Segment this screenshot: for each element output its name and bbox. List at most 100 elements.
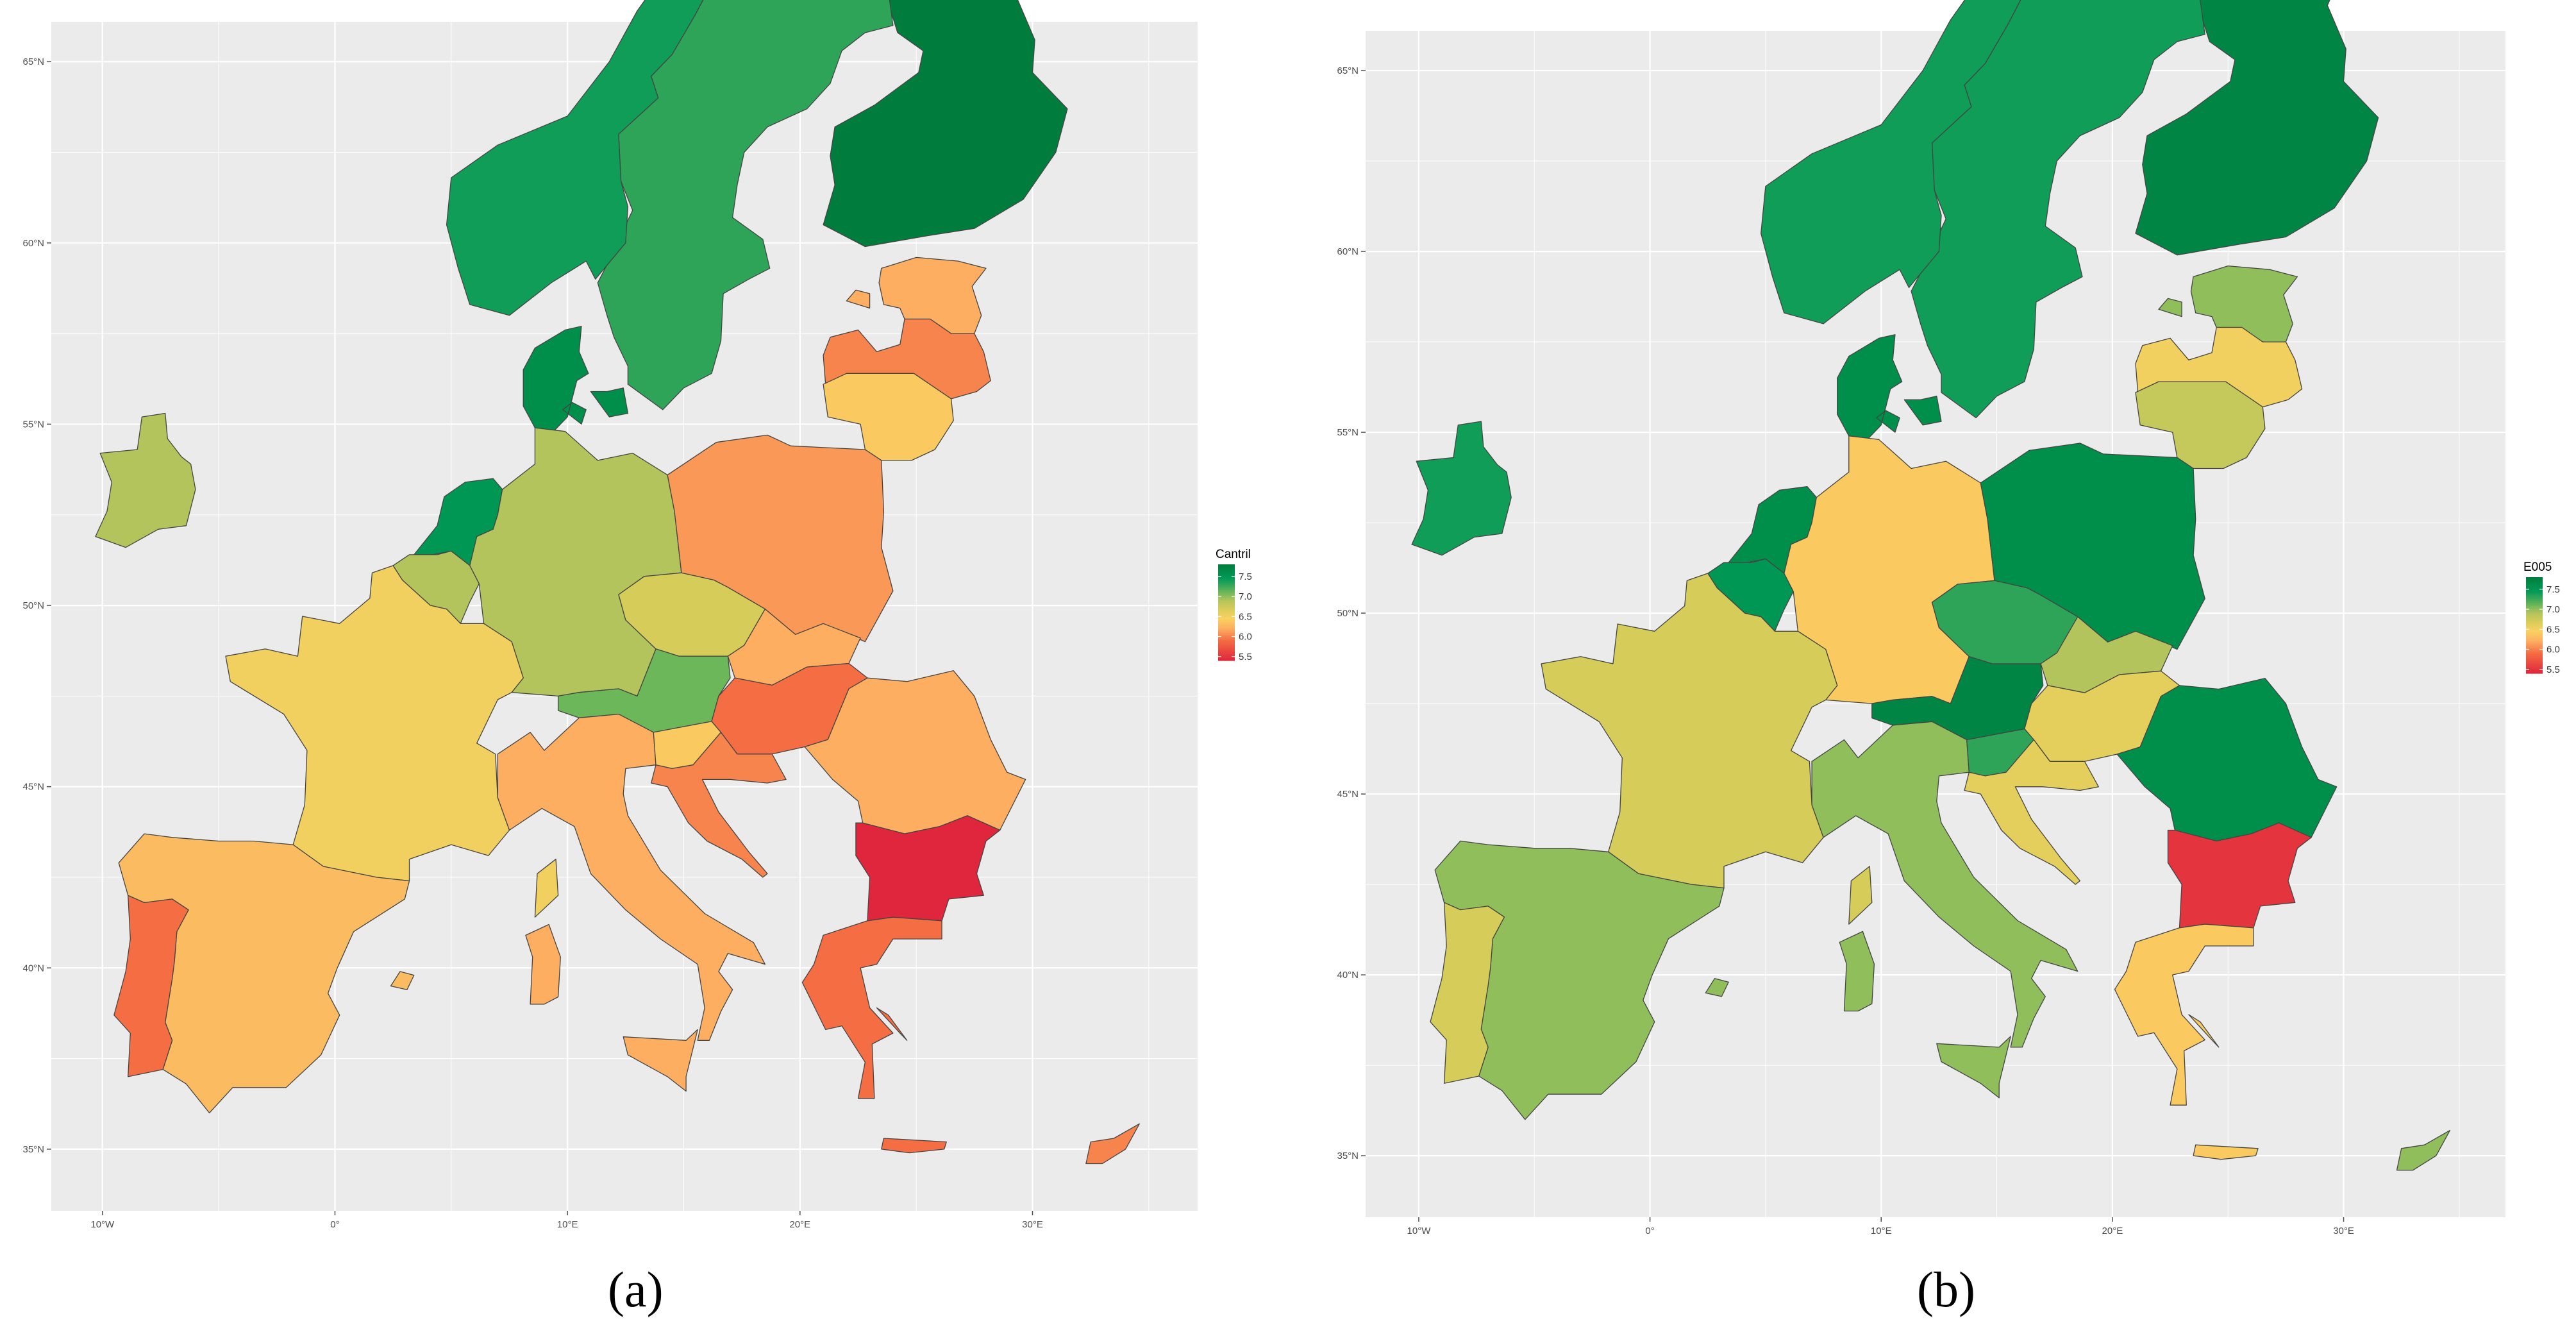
legend-gradient-step bbox=[1218, 622, 1235, 625]
legend-gradient-step bbox=[2526, 641, 2543, 644]
x-tick-label: 20°E bbox=[2102, 1226, 2123, 1236]
legend-gradient-step bbox=[2526, 667, 2543, 670]
country-greece bbox=[801, 916, 947, 1154]
legend-gradient-step bbox=[1218, 617, 1235, 620]
legend-tick-label: 6.5 bbox=[2547, 624, 2560, 635]
legend-gradient-step bbox=[2526, 670, 2543, 673]
legend-gradient-step bbox=[2526, 665, 2543, 668]
country-bulgaria bbox=[2167, 822, 2312, 929]
panel-label-a: (a) bbox=[608, 1261, 664, 1317]
legend-gradient-step bbox=[1218, 636, 1235, 639]
legend-gradient-step bbox=[2526, 627, 2543, 629]
legend-gradient-step bbox=[2526, 620, 2543, 623]
legend-gradient-step bbox=[2526, 639, 2543, 642]
legend-gradient-step bbox=[1218, 646, 1235, 648]
legend-gradient-step bbox=[2526, 593, 2543, 596]
y-tick-label: 65°N bbox=[1337, 65, 1359, 76]
y-tick-label: 45°N bbox=[22, 782, 44, 793]
legend-gradient-step bbox=[1218, 601, 1235, 603]
legend-gradient-step bbox=[2526, 652, 2543, 655]
legend-gradient-step bbox=[2526, 655, 2543, 658]
legend-gradient-step bbox=[2526, 645, 2543, 647]
legend-gradient-step bbox=[2526, 635, 2543, 637]
legend-gradient-step bbox=[1218, 620, 1235, 623]
country-portugal bbox=[1430, 902, 1505, 1084]
x-tick-label: 10°W bbox=[1407, 1226, 1432, 1236]
y-tick-label: 35°N bbox=[1337, 1151, 1359, 1161]
country-romania bbox=[804, 670, 1026, 834]
y-tick-label: 60°N bbox=[1337, 246, 1359, 257]
legend-gradient-step bbox=[2526, 632, 2543, 634]
legend-gradient-step bbox=[1218, 633, 1235, 636]
y-tick-label: 40°N bbox=[1337, 970, 1359, 981]
legend-gradient-step bbox=[2526, 671, 2543, 674]
country-italy bbox=[497, 713, 766, 1092]
legend-gradient-step bbox=[1218, 574, 1235, 577]
legend-gradient-step bbox=[1218, 577, 1235, 580]
legend-gradient-step bbox=[1218, 604, 1235, 607]
legend-gradient-step bbox=[2526, 622, 2543, 625]
country-italy bbox=[1811, 721, 2078, 1099]
y-tick-label: 55°N bbox=[22, 419, 44, 430]
country-croatia bbox=[651, 732, 787, 878]
legend-gradient-step bbox=[2526, 611, 2543, 613]
countries bbox=[95, 0, 1140, 1165]
legend-gradient-step bbox=[1218, 652, 1235, 655]
countries bbox=[1411, 0, 2451, 1171]
y-tick-label: 60°N bbox=[22, 238, 44, 249]
country-norway bbox=[446, 0, 704, 316]
legend-gradient-step bbox=[1218, 596, 1235, 599]
legend-gradient-step bbox=[1218, 659, 1235, 661]
legend-gradient-step bbox=[1218, 590, 1235, 593]
country-lithuania bbox=[2135, 381, 2266, 469]
legend-gradient-step bbox=[1218, 614, 1235, 616]
legend-gradient-step bbox=[1218, 582, 1235, 584]
legend-gradient-step bbox=[1218, 593, 1235, 596]
legend-gradient-step bbox=[1218, 575, 1235, 578]
legend-gradient-step bbox=[1218, 651, 1235, 653]
legend-gradient-step bbox=[2526, 633, 2543, 636]
legend-tick-label: 5.5 bbox=[2547, 664, 2560, 675]
legend-gradient-step bbox=[2526, 614, 2543, 616]
y-tick-label: 55°N bbox=[1337, 427, 1359, 438]
x-tick-label: 30°E bbox=[2333, 1226, 2354, 1236]
map-panel-b: 10°W 0° 10°E 20°E 30°E 65°N 60°N 55°N 50°N 45°N 40… bbox=[1337, 0, 2560, 1236]
legend-gradient-step bbox=[2526, 636, 2543, 639]
legend-gradient-step bbox=[1218, 598, 1235, 600]
x-tick-label: 20°E bbox=[789, 1219, 810, 1230]
legend-gradient-step bbox=[1218, 572, 1235, 575]
legend-tick-label: 7.0 bbox=[1239, 591, 1252, 602]
legend-gradient-step bbox=[1218, 648, 1235, 650]
legend-title: E005 bbox=[2523, 561, 2552, 574]
map-panel-a: 10°W 0° 10°E 20°E 30°E 65°N 60°N 55°N 50°N 45°N 40… bbox=[22, 0, 1252, 1230]
y-tick-label: 45°N bbox=[1337, 789, 1359, 800]
legend-gradient-step bbox=[2526, 628, 2543, 631]
legend-gradient-step bbox=[2526, 598, 2543, 600]
legend-gradient-step bbox=[2526, 591, 2543, 594]
country-lithuania bbox=[823, 373, 954, 461]
legend-gradient-step bbox=[2526, 603, 2543, 605]
legend-gradient-step bbox=[1218, 643, 1235, 645]
legend-gradient-step bbox=[1218, 594, 1235, 597]
legend-gradient-step bbox=[1218, 619, 1235, 621]
legend-gradient-step bbox=[1218, 591, 1235, 594]
legend-gradient-step bbox=[2526, 643, 2543, 645]
legend-gradient-step bbox=[2526, 600, 2543, 602]
y-tick-label: 65°N bbox=[22, 56, 44, 67]
country-romania bbox=[2116, 677, 2338, 842]
legend-gradient-step bbox=[1218, 625, 1235, 628]
legend-gradient-step bbox=[1218, 641, 1235, 644]
legend-gradient-step bbox=[2526, 588, 2543, 591]
y-tick-label: 50°N bbox=[22, 600, 44, 611]
legend-gradient-step bbox=[1218, 628, 1235, 631]
legend-gradient-step bbox=[2526, 668, 2543, 671]
legend-gradient-step bbox=[2526, 651, 2543, 653]
legend-gradient-step bbox=[1218, 616, 1235, 618]
legend-gradient-step bbox=[1218, 578, 1235, 581]
country-estonia bbox=[846, 257, 987, 334]
legend-gradient-step bbox=[2526, 587, 2543, 589]
legend-gradient-step bbox=[2526, 662, 2543, 664]
legend: Cantril 7.5 7.0 6.5 6.0 5.5 bbox=[1216, 548, 1252, 662]
legend-gradient-step bbox=[2526, 585, 2543, 587]
y-tick-label: 50°N bbox=[1337, 608, 1359, 619]
